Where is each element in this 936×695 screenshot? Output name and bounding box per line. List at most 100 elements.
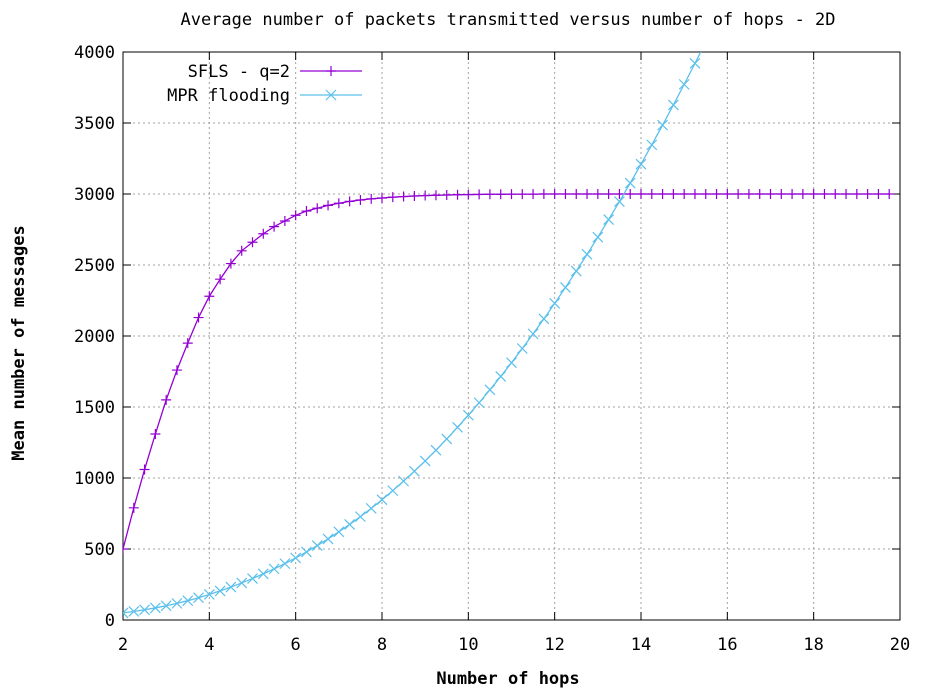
data-point [214, 585, 226, 597]
data-point [571, 189, 582, 199]
data-point [776, 189, 787, 199]
data-point [592, 231, 604, 243]
data-point [215, 274, 226, 285]
data-point [474, 189, 485, 200]
data-point [506, 357, 517, 369]
data-point [247, 573, 258, 584]
x-tick-label: 20 [890, 635, 910, 655]
data-point [441, 433, 453, 445]
data-point [614, 189, 625, 199]
data-point [678, 78, 690, 90]
data-point [463, 189, 474, 200]
legend-marker [326, 66, 336, 76]
data-point [830, 189, 841, 199]
data-point [344, 519, 356, 530]
data-point [225, 258, 236, 269]
data-point [484, 189, 495, 200]
data-point [301, 206, 312, 217]
data-point [419, 455, 431, 467]
data-point [733, 189, 744, 199]
data-point [149, 602, 161, 614]
series-mpr-flooding [123, 52, 702, 619]
data-point [123, 607, 129, 619]
data-point [193, 592, 204, 604]
data-point [139, 464, 150, 475]
y-tick-label: 2000 [74, 327, 115, 347]
data-point [635, 158, 647, 170]
y-tick-label: 2500 [74, 256, 115, 276]
x-tick-label: 12 [544, 635, 564, 655]
data-point [528, 189, 539, 200]
data-point [204, 291, 215, 302]
data-point [322, 533, 334, 545]
axes: 2 4 6 8 10 12 14 16 18 20 0 500 1000 1500 2000 2500 3000… [74, 43, 910, 655]
data-point [516, 343, 528, 354]
data-point [441, 189, 452, 200]
data-point [258, 228, 269, 239]
data-point [312, 203, 323, 214]
y-tick-label: 4000 [74, 43, 115, 63]
y-tick-label: 500 [84, 540, 115, 560]
data-point [377, 192, 387, 203]
data-point [549, 297, 561, 309]
data-point [225, 581, 237, 593]
series-line [123, 52, 702, 614]
data-point [333, 198, 344, 209]
data-point [398, 191, 409, 202]
data-point [365, 502, 377, 514]
data-point [301, 546, 312, 558]
data-point [667, 99, 679, 111]
data-point [582, 189, 593, 199]
data-point [279, 558, 291, 570]
data-point [182, 595, 194, 607]
data-point [613, 196, 625, 207]
data-point [354, 511, 366, 523]
data-point [862, 189, 873, 199]
data-point [527, 328, 539, 340]
data-point [398, 475, 410, 487]
data-point [851, 189, 862, 199]
chart-title: Average number of packets transmitted ve… [180, 10, 835, 30]
data-point [408, 465, 420, 477]
data-point [743, 189, 754, 199]
data-point [506, 189, 517, 200]
data-point [570, 265, 582, 277]
data-point [409, 190, 420, 201]
x-tick-label: 2 [118, 635, 128, 655]
data-point [236, 577, 248, 589]
x-tick-label: 14 [631, 635, 651, 655]
data-point [884, 189, 895, 199]
data-point [452, 189, 463, 200]
data-point [430, 444, 442, 456]
data-point [290, 552, 302, 564]
data-point [420, 190, 431, 201]
data-point [581, 248, 593, 260]
data-point [549, 189, 560, 199]
data-point [689, 189, 700, 199]
data-point [560, 189, 571, 199]
y-tick-label: 3500 [74, 114, 115, 134]
data-point [873, 189, 884, 199]
data-point [646, 139, 658, 151]
data-point [625, 189, 636, 199]
data-point [257, 568, 269, 580]
x-tick-label: 4 [204, 635, 214, 655]
data-point [344, 196, 355, 207]
data-point [355, 194, 366, 205]
data-point [161, 394, 172, 405]
data-point [592, 189, 603, 199]
data-point [765, 189, 776, 199]
data-point [290, 210, 301, 221]
y-axis-label: Mean number of messages [9, 225, 29, 460]
data-point [333, 526, 345, 538]
legend-marker [325, 89, 337, 101]
grid-lines [123, 52, 900, 620]
y-tick-label: 0 [105, 611, 115, 631]
data-point [182, 338, 193, 349]
data-point [657, 189, 668, 199]
x-tick-label: 18 [803, 635, 823, 655]
data-point [495, 189, 506, 200]
data-point [711, 189, 722, 199]
data-point [193, 312, 204, 323]
